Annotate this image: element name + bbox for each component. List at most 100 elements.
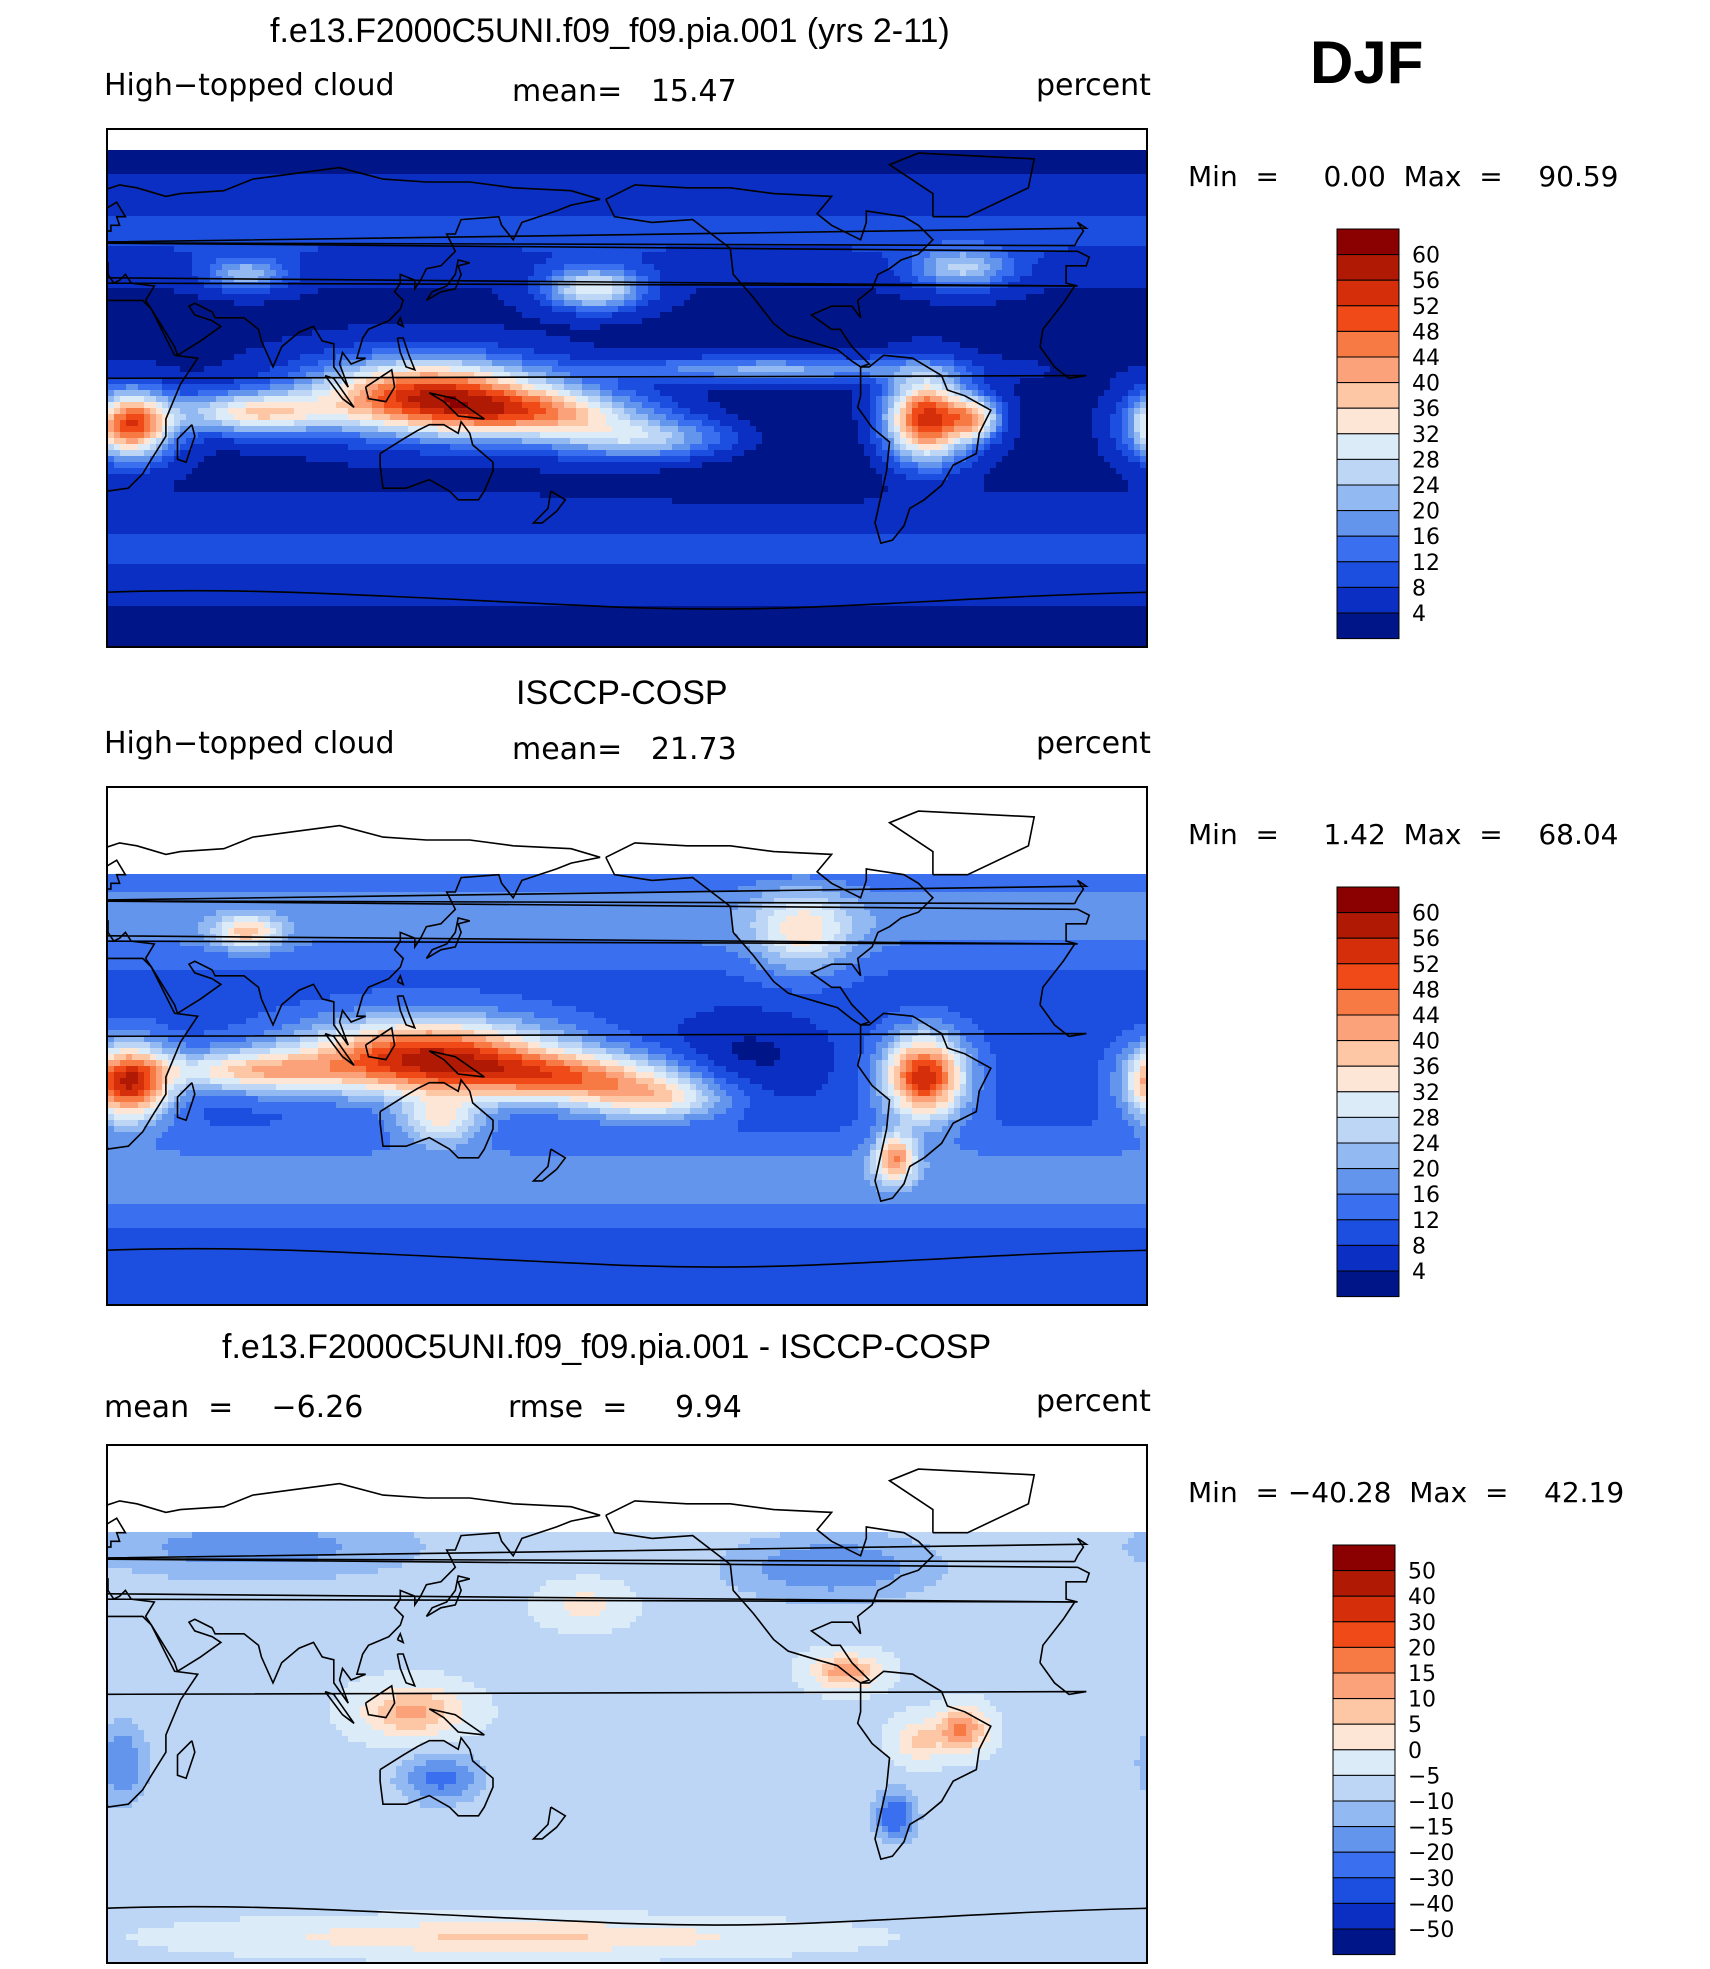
colorbar-2-swatch: [1336, 1168, 1400, 1195]
coastline-2: [887, 810, 1036, 876]
coastline-1: [887, 152, 1036, 218]
coastline-2: [531, 1148, 567, 1182]
colorbar-2-tick-label: 36: [1412, 1055, 1440, 1080]
colorbar-2-swatch: [1336, 988, 1400, 1016]
colorbar-1-swatch: [1336, 407, 1400, 435]
colorbar-1-tick-label: 44: [1412, 346, 1440, 371]
coastline-antarctica-2: [108, 1247, 1146, 1268]
coastline-1: [425, 259, 470, 302]
coastline-1: [531, 490, 567, 524]
season-label: DJF: [1310, 28, 1423, 97]
coastline-3: [605, 1500, 935, 1684]
coastline-3: [531, 1806, 567, 1840]
colorbar-1-swatch: [1336, 279, 1400, 307]
coastline-1: [108, 221, 1089, 247]
colorbar-3-tick-label: 40: [1408, 1585, 1436, 1610]
colorbar-1-tick-label: 56: [1412, 269, 1440, 294]
coastline-3: [396, 1653, 417, 1688]
colorbar-3-tick-label: 30: [1408, 1611, 1436, 1636]
coastline-3: [887, 1468, 1036, 1534]
panel-1-colorbar: 60 56 52 48 44 40 36 32 28 24 20 16 12 8 4: [1336, 228, 1468, 647]
panel-1-map: [106, 128, 1148, 648]
colorbar-3-swatch: [1332, 1672, 1396, 1700]
colorbar-3-swatch: [1332, 1698, 1396, 1725]
colorbar-1-swatch: [1336, 561, 1400, 588]
coastline-2: [425, 917, 470, 960]
colorbar-3-tick-label: 10: [1408, 1688, 1436, 1713]
panel-2-mean-label: mean= 21.73: [512, 732, 737, 767]
colorbar-3-swatch: [1332, 1826, 1396, 1853]
colorbar-1-tick-label: 60: [1412, 244, 1440, 269]
colorbar-3-tick-label: 0: [1408, 1739, 1422, 1764]
coastline-2: [856, 1012, 992, 1203]
colorbar-3-swatch: [1332, 1570, 1396, 1597]
colorbar-3-swatch: [1332, 1902, 1396, 1930]
panel-2-variable-label: High−topped cloud: [104, 726, 395, 761]
panel-1-title: f.e13.F2000C5UNI.f09_f09.pia.001 (yrs 2-…: [270, 12, 950, 51]
panel-3-colorbar: 50 40 30 20 15 10 5 0 −5 −10 −15 −20 −30 −40 −50: [1332, 1544, 1464, 1963]
colorbar-1-tick-label: 24: [1412, 474, 1440, 499]
colorbar-2-tick-label: 8: [1412, 1234, 1426, 1259]
colorbar-3-swatch: [1332, 1877, 1396, 1904]
colorbar-1-tick-label: 28: [1412, 448, 1440, 473]
colorbar-2-tick-label: 44: [1412, 1004, 1440, 1029]
colorbar-2-swatch: [1336, 1219, 1400, 1246]
coastline-1: [108, 282, 1087, 492]
colorbar-3-tick-label: −40: [1408, 1892, 1454, 1917]
panel-3-title: f.e13.F2000C5UNI.f09_f09.pia.001 - ISCCP…: [222, 1328, 991, 1367]
coastline-3: [108, 1482, 1091, 1704]
coastline-3: [396, 1631, 405, 1644]
panel-1-variable-label: High−topped cloud: [104, 68, 395, 103]
panel-1-units-label: percent: [1036, 68, 1151, 103]
panel-3-minmax: Min = −40.28 Max = 42.19: [1188, 1476, 1624, 1509]
coastline-2: [108, 824, 1091, 1046]
coastline-2: [108, 940, 1087, 1150]
colorbar-3-swatch: [1332, 1800, 1396, 1828]
panel-3-units-label: percent: [1036, 1384, 1151, 1419]
coastline-3: [108, 1598, 1087, 1808]
colorbar-1-swatch: [1336, 433, 1400, 460]
colorbar-1-swatch: [1336, 305, 1400, 332]
colorbar-3-swatch: [1332, 1646, 1396, 1674]
colorbar-2-tick-label: 16: [1412, 1183, 1440, 1208]
coastline-2: [176, 1082, 196, 1122]
colorbar-1-swatch: [1336, 586, 1400, 614]
colorbar-1-tick-label: 40: [1412, 372, 1440, 397]
panel-1-minmax: Min = 0.00 Max = 90.59: [1188, 160, 1619, 193]
colorbar-1-tick-label: 52: [1412, 295, 1440, 320]
colorbar-3-tick-label: −5: [1408, 1764, 1440, 1789]
colorbar-1-tick-label: 36: [1412, 397, 1440, 422]
colorbar-2-tick-label: 48: [1412, 978, 1440, 1003]
colorbar-3-swatch: [1332, 1774, 1396, 1802]
panel-1-mean-label: mean= 15.47: [512, 74, 737, 109]
panel-3-mean-label: mean = −6.26: [104, 1390, 363, 1425]
colorbar-3-tick-label: 15: [1408, 1662, 1436, 1687]
coastline-1: [364, 368, 396, 403]
coastline-1: [396, 337, 417, 372]
panel-3-map: [106, 1444, 1148, 1964]
coastline-3: [108, 1537, 1089, 1563]
colorbar-1-swatch: [1336, 510, 1400, 537]
colorbar-1-swatch: [1336, 535, 1400, 563]
colorbar-2-swatch: [1336, 1193, 1400, 1221]
colorbar-1-tick-label: 20: [1412, 500, 1440, 525]
colorbar-3-tick-label: −20: [1408, 1841, 1454, 1866]
colorbar-2-swatch: [1336, 1065, 1400, 1093]
panel-2-units-label: percent: [1036, 726, 1151, 761]
colorbar-2-tick-label: 52: [1412, 953, 1440, 978]
colorbar-2-swatch: [1336, 937, 1400, 965]
panel-1-contour-map: [108, 150, 1146, 646]
colorbar-3-swatch: [1332, 1595, 1396, 1623]
colorbar-2-swatch: [1336, 963, 1400, 990]
coastline-2: [324, 1032, 355, 1066]
coastline-1: [379, 419, 494, 501]
colorbar-1-swatch: [1336, 356, 1400, 384]
colorbar-2-swatch: [1336, 1270, 1400, 1298]
colorbar-1-tick-label: 12: [1412, 551, 1440, 576]
colorbar-2-swatch: [1336, 1091, 1400, 1118]
coastline-2: [428, 1050, 485, 1078]
colorbar-3-swatch: [1332, 1851, 1396, 1879]
colorbar-2-tick-label: 60: [1412, 902, 1440, 927]
colorbar-3-swatch: [1332, 1723, 1396, 1751]
